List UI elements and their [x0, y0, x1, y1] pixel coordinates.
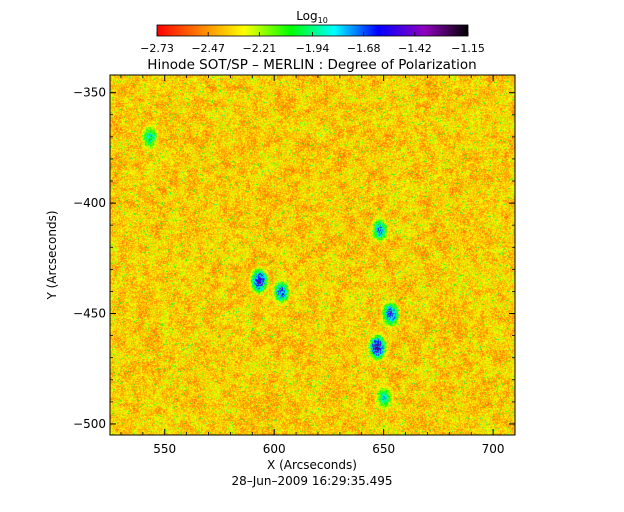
plot-frame — [109, 74, 516, 436]
x-axis-label: X (Arcseconds) — [267, 458, 357, 472]
x-tick-label: 550 — [153, 442, 176, 456]
y-tick-label: −400 — [73, 196, 106, 210]
colorbar-label: Log10 — [296, 9, 328, 25]
y-tick-label: −450 — [73, 307, 106, 321]
x-axis: 550 600 650 700 — [120, 75, 516, 456]
y-tick-label: −350 — [73, 86, 106, 100]
colorbar-tick-label: −1.15 — [451, 42, 485, 55]
heatmap-image — [110, 75, 515, 435]
x-tick-label: 700 — [482, 442, 505, 456]
y-tick-label: −500 — [73, 417, 106, 431]
colorbar-tick-label: −1.68 — [347, 42, 381, 55]
chart-title: Hinode SOT/SP – MERLIN : Degree of Polar… — [147, 57, 476, 73]
x-tick-label: 600 — [263, 442, 286, 456]
colorbar-ticks: −2.73 −2.47 −2.21 −1.94 −1.68 −1.42 −1.15 — [140, 32, 485, 55]
colorbar-tick-label: −2.21 — [242, 42, 276, 55]
colorbar-tick-label: −2.47 — [191, 42, 225, 55]
colorbar-tick-label: −1.94 — [296, 42, 330, 55]
timestamp: 28–Jun–2009 16:29:35.495 — [232, 474, 393, 488]
y-axis: −350 −400 −450 −500 — [73, 86, 515, 431]
colorbar-tick-label: −1.42 — [398, 42, 432, 55]
x-tick-label: 650 — [372, 442, 395, 456]
colorbar-tick-label: −2.73 — [140, 42, 174, 55]
y-axis-label: Y (Arcseconds) — [45, 210, 59, 300]
